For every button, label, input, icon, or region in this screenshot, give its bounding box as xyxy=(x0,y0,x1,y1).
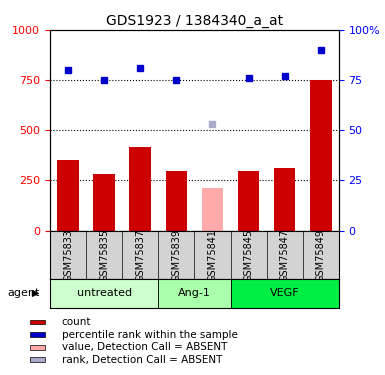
Text: rank, Detection Call = ABSENT: rank, Detection Call = ABSENT xyxy=(62,355,222,365)
Text: GSM75833: GSM75833 xyxy=(63,228,73,282)
Bar xyxy=(166,171,187,231)
Bar xyxy=(129,147,151,231)
Text: agent: agent xyxy=(8,288,40,298)
Text: GSM75845: GSM75845 xyxy=(244,228,254,282)
Bar xyxy=(202,189,223,231)
Text: GSM75839: GSM75839 xyxy=(171,228,181,282)
Bar xyxy=(30,357,45,362)
Bar xyxy=(94,174,115,231)
Text: count: count xyxy=(62,317,91,327)
Bar xyxy=(238,171,259,231)
Bar xyxy=(30,332,45,337)
Bar xyxy=(30,345,45,350)
Bar xyxy=(158,279,231,308)
Text: GSM75847: GSM75847 xyxy=(280,228,290,282)
Title: GDS1923 / 1384340_a_at: GDS1923 / 1384340_a_at xyxy=(106,13,283,28)
Text: GSM75841: GSM75841 xyxy=(208,228,218,282)
Text: Ang-1: Ang-1 xyxy=(178,288,211,298)
Text: GSM75849: GSM75849 xyxy=(316,228,326,282)
Bar xyxy=(50,279,158,308)
Bar xyxy=(231,279,339,308)
Text: GSM75835: GSM75835 xyxy=(99,228,109,282)
Text: value, Detection Call = ABSENT: value, Detection Call = ABSENT xyxy=(62,342,227,352)
Text: VEGF: VEGF xyxy=(270,288,300,298)
Text: GSM75837: GSM75837 xyxy=(135,228,145,282)
Bar xyxy=(57,160,79,231)
Text: percentile rank within the sample: percentile rank within the sample xyxy=(62,330,238,340)
Bar xyxy=(274,168,296,231)
Bar xyxy=(30,320,45,324)
Text: untreated: untreated xyxy=(77,288,132,298)
Bar xyxy=(310,80,331,231)
